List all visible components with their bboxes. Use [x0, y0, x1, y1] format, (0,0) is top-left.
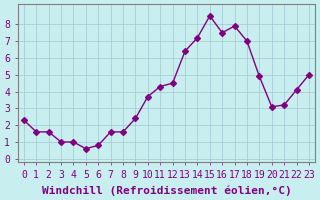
X-axis label: Windchill (Refroidissement éolien,°C): Windchill (Refroidissement éolien,°C) — [42, 185, 291, 196]
